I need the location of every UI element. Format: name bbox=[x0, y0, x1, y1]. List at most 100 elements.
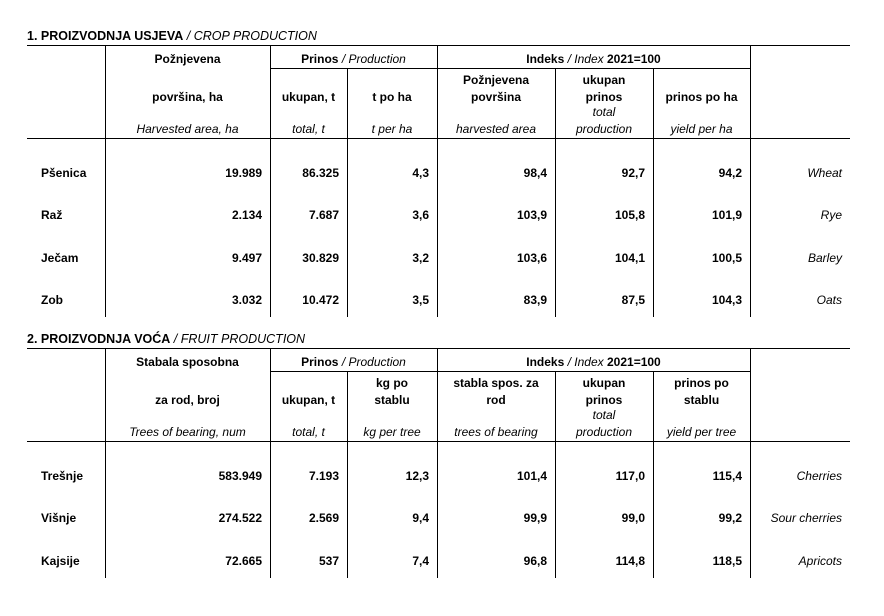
column-header-en: yield per ha bbox=[653, 105, 750, 137]
row-name: Kajsije bbox=[41, 553, 80, 568]
title-bold: 1. PROIZVODNJA USJEVA bbox=[27, 29, 184, 43]
column-header: prinos po stablu bbox=[653, 371, 750, 408]
row-name-en: Apricots bbox=[798, 553, 842, 568]
header-first-top-part: Stabala sposobna bbox=[136, 355, 239, 369]
column-header-en: Trees of bearing, num bbox=[105, 408, 270, 440]
row-name-en: Barley bbox=[807, 250, 842, 265]
column-header-line: rod bbox=[486, 392, 506, 407]
rule bbox=[750, 348, 751, 578]
column-header-en: total, t bbox=[270, 408, 347, 440]
cell-value: 98,4 bbox=[523, 166, 547, 180]
column-header-line: stablu bbox=[683, 392, 720, 407]
cell-value: 9.497 bbox=[231, 250, 262, 265]
column-header-en-line: total bbox=[592, 408, 616, 422]
row-name: Pšenica bbox=[41, 166, 87, 180]
rule bbox=[27, 138, 850, 139]
row-name: Raž bbox=[41, 208, 63, 223]
column-header-line: ukupan, t bbox=[281, 392, 336, 407]
rule bbox=[27, 45, 850, 46]
column-header: ukupan, t bbox=[270, 371, 347, 408]
rule bbox=[270, 68, 750, 69]
cell-value: 114,8 bbox=[615, 553, 645, 568]
header-group-part: Indeks bbox=[526, 52, 565, 66]
header-group-part: Indeks bbox=[526, 355, 565, 369]
cell-value: 12,3 bbox=[405, 469, 429, 483]
column-header-en-line: Trees of bearing, num bbox=[129, 424, 246, 439]
column-header-en-line: production bbox=[575, 121, 633, 136]
column-header-line: ukupan, t bbox=[281, 89, 336, 104]
column-header: prinos po ha bbox=[653, 68, 750, 105]
column-header-line: ukupan bbox=[582, 376, 626, 390]
rule bbox=[270, 371, 750, 372]
header-group-part: / Index bbox=[567, 52, 604, 66]
rule bbox=[555, 371, 556, 578]
header-group-part: / Production bbox=[341, 52, 406, 66]
row-name: Višnje bbox=[41, 511, 77, 526]
cell-value: 19.989 bbox=[225, 166, 262, 180]
cell-value: 4,3 bbox=[412, 166, 429, 180]
title-en: / CROP PRODUCTION bbox=[186, 29, 317, 43]
cell-value: 86.325 bbox=[302, 166, 339, 180]
row-name: Ječam bbox=[41, 250, 79, 265]
cell-value: 104,1 bbox=[614, 250, 645, 265]
cell-value: 3,6 bbox=[412, 208, 429, 223]
row-name-en: Wheat bbox=[807, 166, 842, 180]
title-bold: 2. PROIZVODNJA VOĆA bbox=[27, 332, 171, 346]
rule bbox=[27, 348, 850, 349]
column-header-line: prinos bbox=[585, 89, 623, 104]
rule bbox=[105, 45, 106, 318]
cell-value: 92,7 bbox=[621, 166, 645, 180]
cell-value: 104,3 bbox=[711, 293, 742, 308]
column-header-en: total production bbox=[555, 408, 653, 440]
column-header-en-line: total, t bbox=[292, 121, 325, 136]
header-first-top: Požnjevena bbox=[105, 51, 270, 67]
cell-value: 117,0 bbox=[615, 469, 645, 483]
column-header-line: kg po bbox=[376, 376, 408, 390]
column-header: ukupan, t bbox=[270, 68, 347, 105]
column-header-en-line: Harvested area, ha bbox=[136, 121, 239, 136]
column-header-en: total production bbox=[555, 105, 653, 137]
header-first-top: Stabala sposobna bbox=[105, 354, 270, 370]
cell-value: 274.522 bbox=[218, 511, 262, 526]
column-header-line: stablu bbox=[374, 392, 410, 407]
column-header-line: površina, ha bbox=[152, 89, 223, 104]
cell-value: 99,9 bbox=[523, 511, 547, 526]
cell-value: 103,6 bbox=[516, 250, 547, 265]
column-header: Požnjevena površina bbox=[437, 68, 555, 105]
row-name-en: Rye bbox=[820, 208, 842, 223]
column-header: stabla spos. za rod bbox=[437, 371, 555, 408]
rule bbox=[270, 45, 271, 318]
rule bbox=[437, 348, 438, 578]
column-header-en: trees of bearing bbox=[437, 408, 555, 440]
column-header-line: prinos bbox=[585, 392, 623, 407]
cell-value: 3.032 bbox=[231, 293, 262, 308]
cell-value: 583.949 bbox=[218, 469, 262, 483]
column-header-en-line: production bbox=[575, 424, 633, 439]
cell-value: 99,0 bbox=[621, 511, 645, 526]
section-title: 2. PROIZVODNJA VOĆA / FRUIT PRODUCTION bbox=[27, 331, 305, 347]
column-header-en-line: total, t bbox=[292, 424, 325, 439]
column-header-line: za rod, broj bbox=[155, 392, 220, 407]
rule bbox=[27, 441, 850, 442]
column-header-line: ukupan bbox=[582, 73, 626, 87]
title-en: / FRUIT PRODUCTION bbox=[173, 332, 306, 346]
cell-value: 101,9 bbox=[711, 208, 742, 223]
cell-value: 100,5 bbox=[711, 250, 742, 265]
header-group-part: Prinos bbox=[301, 355, 339, 369]
header-first-top-part: Požnjevena bbox=[154, 52, 221, 66]
row-name: Zob bbox=[41, 293, 63, 308]
column-header-en-line: trees of bearing bbox=[454, 424, 538, 439]
cell-value: 105,8 bbox=[614, 208, 645, 223]
cell-value: 87,5 bbox=[621, 293, 645, 308]
cell-value: 7,4 bbox=[412, 553, 429, 568]
rule bbox=[347, 68, 348, 318]
cell-value: 3,5 bbox=[412, 293, 429, 308]
column-header-en: t per ha bbox=[347, 105, 437, 137]
row-name-en: Sour cherries bbox=[770, 511, 842, 526]
header-group: Indeks / Index 2021=100 bbox=[437, 51, 750, 67]
column-header-en-line: yield per ha bbox=[670, 121, 733, 136]
rule bbox=[653, 68, 654, 318]
column-header: t po ha bbox=[347, 68, 437, 105]
rule bbox=[555, 68, 556, 318]
